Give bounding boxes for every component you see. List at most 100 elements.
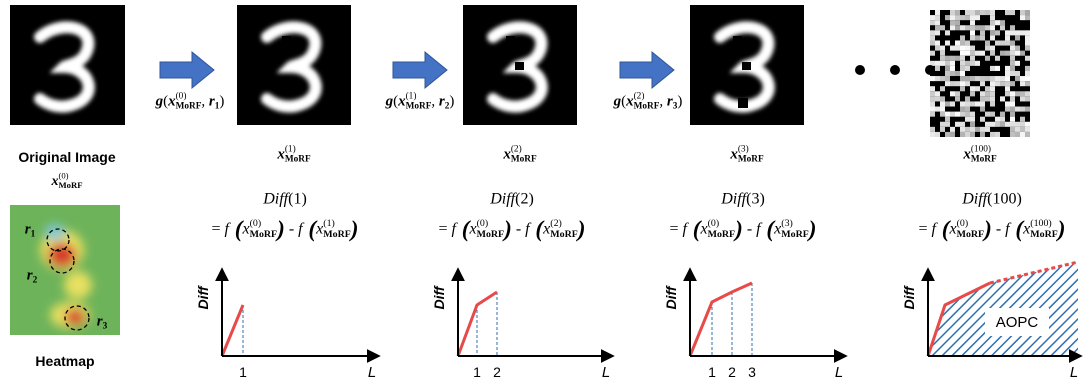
noise-pixel <box>970 46 975 51</box>
noise-pixel <box>990 101 995 106</box>
math-token: x <box>948 221 956 238</box>
diagram: Heatmap Original Image x(0)MoRFg(x(0)MoR… <box>0 0 1086 383</box>
noise-pixel <box>1025 81 1030 86</box>
noise-pixel <box>980 81 985 86</box>
ellipsis-dots <box>855 65 935 75</box>
noise-pixel <box>930 30 935 35</box>
x-axis-label: L <box>835 364 843 381</box>
noise-pixel <box>1010 101 1015 106</box>
math-token: (2) <box>511 143 522 154</box>
math-token: ) <box>449 93 454 109</box>
math-token: MoRF <box>176 102 202 112</box>
math-token: (1) <box>323 218 335 229</box>
noise-pixel <box>1000 20 1005 25</box>
noise-pixel <box>950 61 955 66</box>
noise-pixel <box>1010 40 1015 45</box>
noise-pixel <box>995 132 1000 137</box>
noise-pixel <box>1020 122 1025 127</box>
image-100 <box>930 10 1030 137</box>
noise-pixel <box>955 10 960 15</box>
noise-pixel <box>950 71 955 76</box>
noise-pixel <box>1000 81 1005 86</box>
noise-pixel <box>970 86 975 91</box>
math-token: (1) <box>285 143 296 154</box>
math-token: 2 <box>33 276 38 286</box>
math-token: MoRF <box>323 229 351 240</box>
noise-pixel <box>960 127 965 132</box>
noise-pixel <box>980 35 985 40</box>
noise-pixel <box>1005 10 1010 15</box>
math-token: ) <box>1056 217 1066 243</box>
noise-pixel <box>945 66 950 71</box>
noise-pixel <box>1010 81 1015 86</box>
tick-label: 1 <box>239 364 247 380</box>
noise-pixel <box>995 81 1000 86</box>
math-token: ) <box>677 93 682 109</box>
noise-pixel <box>950 127 955 132</box>
noise-pixel <box>935 25 940 30</box>
noise-pixel <box>990 25 995 30</box>
noise-pixel <box>990 20 995 25</box>
noise-pixel <box>975 15 980 20</box>
noise-pixel <box>975 51 980 56</box>
noise-pixel <box>980 127 985 132</box>
plot-formula: = f (x(0)MoRF) - f (x(1)MoRF) <box>211 217 358 243</box>
tick-label: 1 <box>473 364 481 380</box>
noise-pixel <box>1000 96 1005 101</box>
noise-pixel <box>985 10 990 15</box>
x-axis-label: L <box>368 364 376 381</box>
noise-pixel <box>1015 51 1020 56</box>
noise-pixel <box>965 96 970 101</box>
noise-pixel <box>930 20 935 25</box>
noise-pixel <box>1005 66 1010 71</box>
noise-pixel <box>985 25 990 30</box>
noise-pixel <box>990 51 995 56</box>
noise-pixel <box>990 132 995 137</box>
noise-pixel <box>955 96 960 101</box>
noise-pixel <box>1010 46 1015 51</box>
math-token: (0) <box>250 218 262 229</box>
x-axis-label: L <box>1070 364 1078 381</box>
noise-pixel <box>955 122 960 127</box>
heatmap-label: Heatmap <box>35 353 94 369</box>
noise-pixel <box>935 66 940 71</box>
noise-pixel <box>960 61 965 66</box>
noise-pixel <box>1010 91 1015 96</box>
math-token: - <box>992 221 1005 238</box>
noise-pixel <box>975 61 980 66</box>
noise-pixel <box>970 20 975 25</box>
math-token: MoRF <box>285 155 311 165</box>
noise-pixel <box>965 81 970 86</box>
math-token: MoRF <box>511 155 537 165</box>
math-token: - <box>512 221 525 238</box>
noise-pixel <box>1010 66 1015 71</box>
noise-pixel <box>940 86 945 91</box>
noise-pixel <box>995 122 1000 127</box>
math-token: x <box>699 221 707 238</box>
noise-pixel <box>1020 127 1025 132</box>
noise-pixel <box>970 35 975 40</box>
noise-pixel <box>940 76 945 81</box>
noise-pixel <box>965 10 970 15</box>
image-symbol: x(2)MoRF <box>502 143 537 164</box>
step-function: g(x(0)MoRF, r1) <box>155 90 225 111</box>
noise-pixel <box>1015 127 1020 132</box>
original-symbol: x(0)MoRF <box>50 171 82 191</box>
noise-pixel <box>985 112 990 117</box>
noise-pixel <box>930 76 935 81</box>
noise-pixel <box>940 107 945 112</box>
noise-pixel <box>980 91 985 96</box>
noise-pixel <box>950 15 955 20</box>
noise-pixel <box>965 117 970 122</box>
noise-pixel <box>950 132 955 137</box>
noise-pixel <box>1025 91 1030 96</box>
math-token: (3) <box>781 218 793 229</box>
noise-pixel <box>940 61 945 66</box>
math-token: MoRF <box>738 155 764 165</box>
noise-pixel <box>960 107 965 112</box>
noise-pixel <box>930 96 935 101</box>
noise-pixel <box>1020 76 1025 81</box>
noise-pixel <box>985 91 990 96</box>
noise-pixel <box>1025 10 1030 15</box>
noise-pixel <box>965 66 970 71</box>
